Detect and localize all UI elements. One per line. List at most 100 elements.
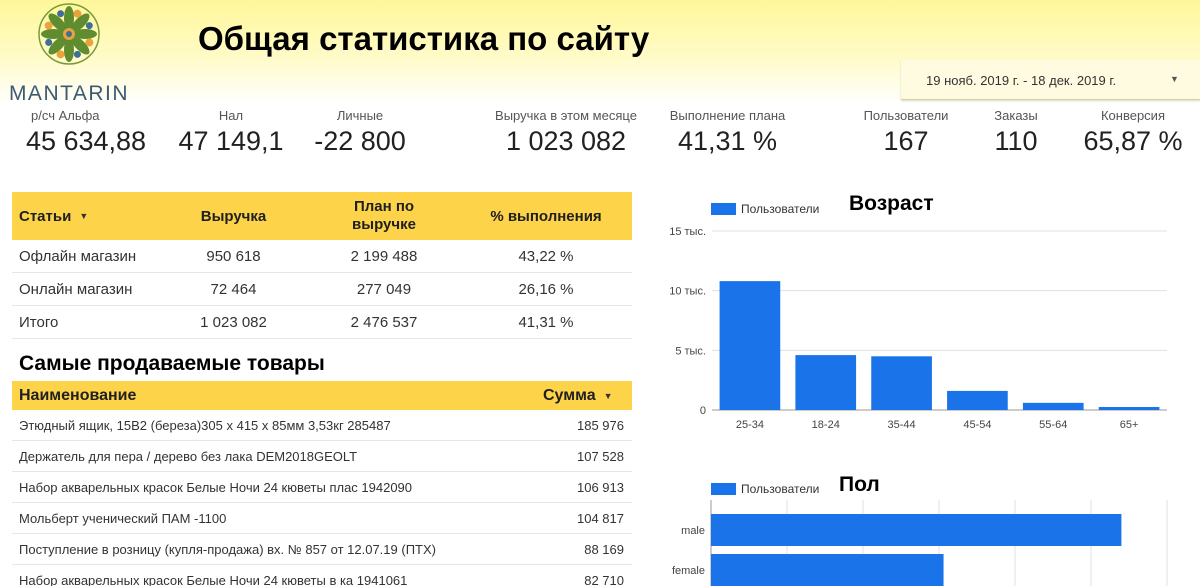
top-products-title: Самые продаваемые товары bbox=[19, 352, 325, 375]
table-row: Офлайн магазин 950 618 2 199 488 43,22 % bbox=[12, 240, 632, 273]
y-tick-label: 0 bbox=[700, 405, 706, 417]
bar-18-24 bbox=[795, 355, 857, 410]
x-tick-label: 25-34 bbox=[736, 419, 764, 431]
kpi-label: Заказы bbox=[994, 108, 1038, 123]
table-row: Поступление в розницу (купля-продажа) вх… bbox=[12, 534, 632, 565]
top-products-table: Наименование Сумма ▼ Этюдный ящик, 15В2 … bbox=[12, 381, 632, 586]
column-header-completion[interactable]: % выполнения bbox=[490, 207, 602, 225]
age-chart-legend: Пользователи bbox=[711, 202, 819, 216]
row-plan: 277 049 bbox=[356, 281, 412, 298]
kpi-label: р/сч Альфа bbox=[31, 108, 100, 123]
table-row: Набор акварельных красок Белые Ночи 24 к… bbox=[12, 565, 632, 586]
table-row: Онлайн магазин 72 464 277 049 26,16 % bbox=[12, 273, 632, 306]
bar-55-64 bbox=[1022, 402, 1084, 410]
table-row: Держатель для пера / дерево без лака DEM… bbox=[12, 441, 632, 472]
kpi-label: Нал bbox=[218, 108, 244, 123]
kpi-label: Личные bbox=[336, 108, 384, 123]
kpi-alfa: р/сч Альфа 45 634,88 bbox=[25, 108, 147, 157]
gender-chart-legend: Пользователи bbox=[711, 482, 819, 496]
legend-label: Пользователи bbox=[741, 202, 820, 216]
kpi-label: Выручка в этом месяце bbox=[495, 108, 637, 123]
kpi-value: 47 149,1 bbox=[178, 126, 284, 156]
table-row: Набор акварельных красок Белые Ночи 24 к… bbox=[12, 472, 632, 503]
table-header: Наименование Сумма ▼ bbox=[12, 381, 632, 410]
column-header-plan[interactable]: План по выручке bbox=[352, 198, 416, 233]
kpi-value: -22 800 bbox=[314, 126, 406, 156]
revenue-table: Статьи ▼ Выручка План по выручке % выпол… bbox=[12, 192, 632, 339]
product-sum: 185 976 bbox=[577, 418, 624, 433]
sort-down-icon: ▼ bbox=[79, 211, 89, 221]
page-title: Общая статистика по сайту bbox=[198, 20, 650, 57]
bar-65+ bbox=[1098, 407, 1160, 410]
row-revenue: 1 023 082 bbox=[200, 314, 267, 331]
y-category-label: female bbox=[672, 565, 705, 577]
bar-35-44 bbox=[871, 356, 932, 410]
kpi-label: Конверсия bbox=[1100, 108, 1165, 123]
sort-down-icon: ▼ bbox=[603, 390, 613, 401]
table-row: Этюдный ящик, 15В2 (береза)305 х 415 х 8… bbox=[12, 410, 632, 441]
age-chart-title: Возраст bbox=[849, 192, 934, 215]
table-row-total: Итого 1 023 082 2 476 537 41,31 % bbox=[12, 306, 632, 339]
legend-swatch bbox=[711, 483, 736, 495]
kpi-value: 110 bbox=[994, 126, 1038, 156]
product-name: Поступление в розницу (купля-продажа) вх… bbox=[19, 542, 436, 557]
kpi-cash: Нал 47 149,1 bbox=[176, 108, 286, 157]
product-sum: 107 528 bbox=[577, 449, 624, 464]
product-name: Мольберт ученический ПАМ -1100 bbox=[19, 511, 227, 526]
y-tick-label: 15 тыс. bbox=[669, 226, 706, 238]
product-sum: 104 817 bbox=[577, 511, 624, 526]
product-sum: 88 169 bbox=[584, 542, 624, 557]
x-tick-label: 65+ bbox=[1120, 419, 1139, 431]
kpi-users: Пользователи 167 bbox=[858, 108, 954, 157]
table-header: Статьи ▼ Выручка План по выручке % выпол… bbox=[12, 192, 632, 240]
column-header-name[interactable]: Наименование bbox=[19, 386, 137, 404]
product-name: Этюдный ящик, 15В2 (береза)305 х 415 х 8… bbox=[19, 418, 391, 433]
x-tick-label: 35-44 bbox=[888, 419, 916, 431]
date-range-value: 19 нояб. 2019 г. - 18 дек. 2019 г. bbox=[926, 73, 1117, 88]
y-tick-label: 10 тыс. bbox=[669, 286, 706, 298]
kpi-plan-completion: Выполнение плана 41,31 % bbox=[660, 108, 795, 157]
legend-label: Пользователи bbox=[741, 482, 820, 496]
row-revenue: 950 618 bbox=[206, 248, 261, 265]
x-tick-label: 45-54 bbox=[963, 419, 991, 431]
x-tick-label: 55-64 bbox=[1039, 419, 1067, 431]
product-sum: 82 710 bbox=[584, 573, 624, 586]
header-label: Статьи bbox=[19, 207, 72, 225]
dropdown-arrow-icon: ▼ bbox=[1170, 74, 1179, 84]
mandala-logo-icon bbox=[38, 3, 100, 65]
age-chart: 0 5 тыс. 10 тыс. 15 тыс. 25-34 18-24 35-44 45-5… bbox=[669, 226, 1167, 431]
column-header-revenue[interactable]: Выручка bbox=[200, 207, 267, 225]
kpi-value: 1 023 082 bbox=[505, 126, 627, 156]
kpi-label: Выполнение плана bbox=[669, 108, 786, 123]
date-range-picker[interactable]: 19 нояб. 2019 г. - 18 дек. 2019 г. ▼ bbox=[901, 60, 1200, 100]
kpi-label: Пользователи bbox=[863, 108, 949, 123]
product-name: Набор акварельных красок Белые Ночи 24 к… bbox=[19, 573, 408, 586]
kpi-monthly-revenue: Выручка в этом месяце 1 023 082 bbox=[485, 108, 647, 157]
logo: MANTARIN bbox=[8, 2, 130, 105]
product-sum: 106 913 bbox=[577, 480, 624, 495]
product-name: Набор акварельных красок Белые Ночи 24 к… bbox=[19, 480, 413, 495]
column-header-articles[interactable]: Статьи ▼ bbox=[19, 192, 189, 240]
kpi-conversion: Конверсия 65,87 % bbox=[1078, 108, 1188, 157]
gender-chart: male female bbox=[672, 500, 1168, 586]
table-row: Мольберт ученический ПАМ -1100 104 817 bbox=[12, 503, 632, 534]
row-plan: 2 199 488 bbox=[350, 248, 418, 265]
product-name: Держатель для пера / дерево без лака DEM… bbox=[19, 449, 358, 464]
row-revenue: 72 464 bbox=[210, 281, 257, 298]
gender-chart-title: Пол bbox=[839, 473, 880, 496]
kpi-value: 41,31 % bbox=[677, 126, 778, 156]
kpi-value: 45 634,88 bbox=[25, 126, 147, 156]
bar-male bbox=[711, 514, 1122, 546]
legend-swatch bbox=[711, 203, 736, 215]
column-header-sum[interactable]: Сумма ▼ bbox=[543, 381, 613, 410]
bar-45-54 bbox=[947, 390, 1008, 410]
kpi-personal: Личные -22 800 bbox=[305, 108, 415, 157]
header-label: Сумма bbox=[543, 386, 596, 404]
row-name: Офлайн магазин bbox=[19, 248, 137, 265]
row-plan: 2 476 537 bbox=[350, 314, 418, 331]
kpi-value: 65,87 % bbox=[1083, 126, 1183, 156]
x-tick-label: 18-24 bbox=[812, 419, 840, 431]
row-completion: 26,16 % bbox=[518, 281, 574, 298]
row-completion: 41,31 % bbox=[518, 314, 574, 331]
logo-text: MANTARIN bbox=[8, 82, 130, 105]
